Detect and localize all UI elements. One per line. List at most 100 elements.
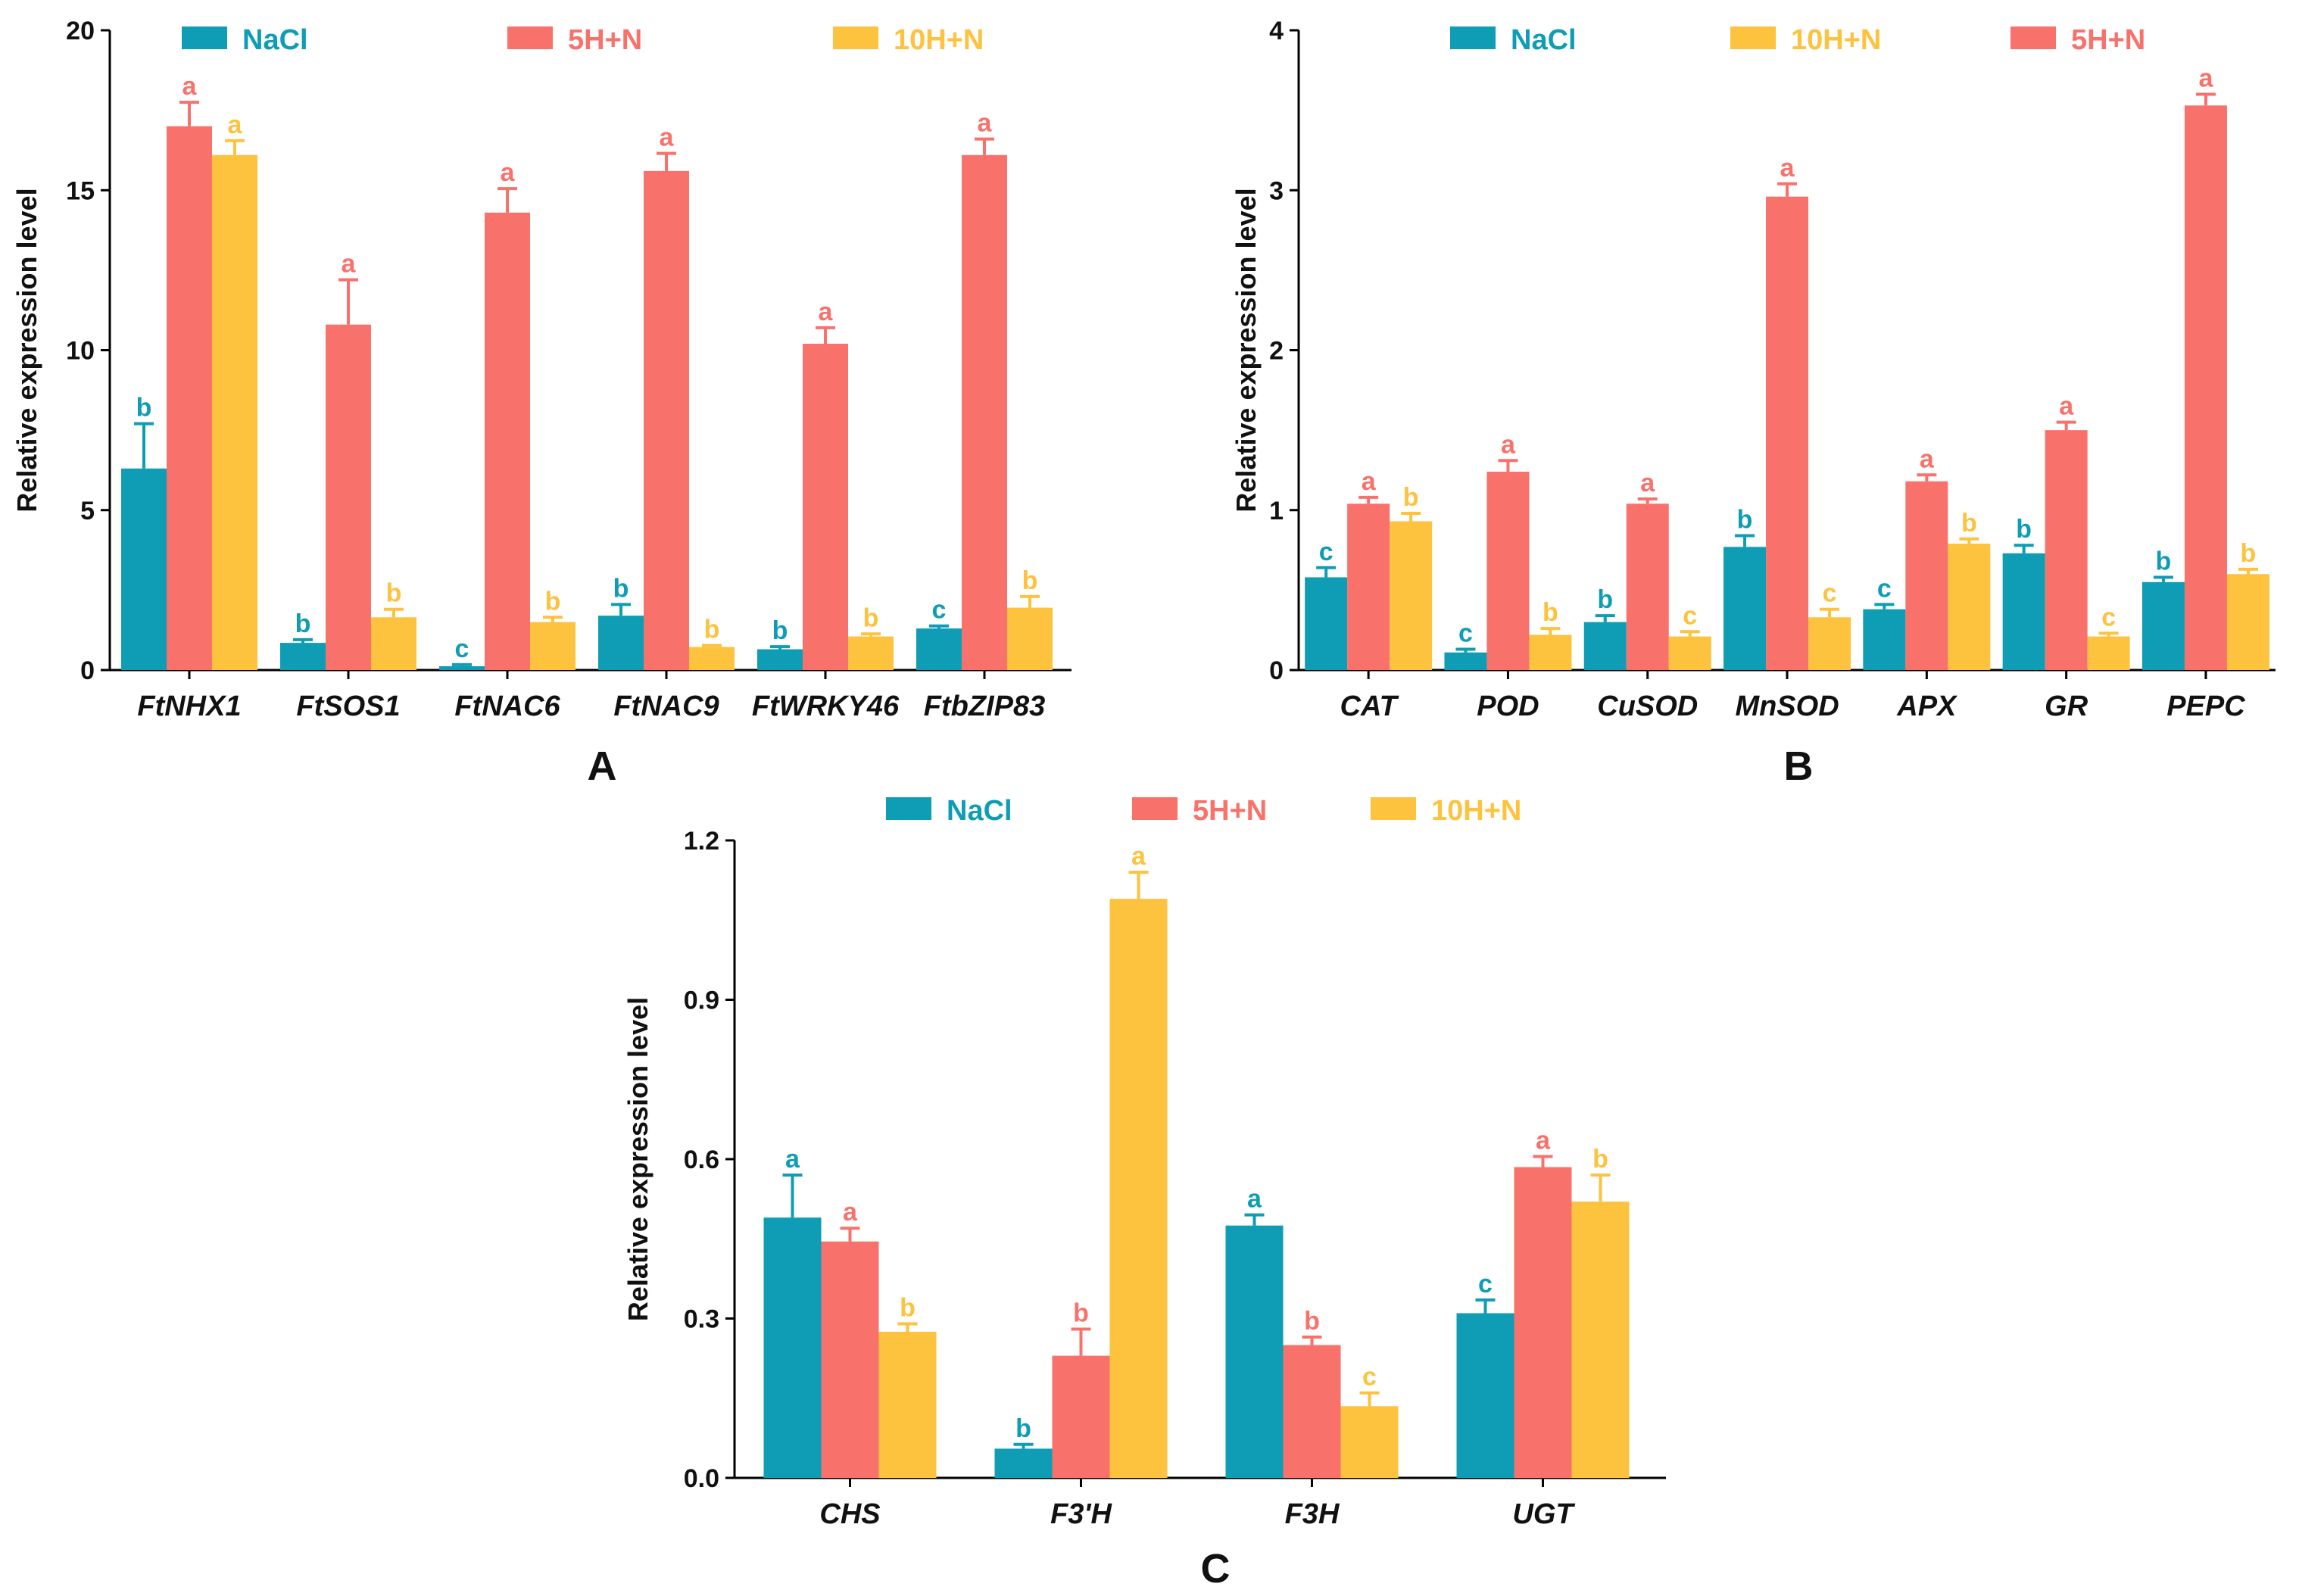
significance-letter: b xyxy=(900,1294,916,1323)
bar xyxy=(326,324,371,670)
y-axis-label: Relative expression level xyxy=(622,997,654,1321)
legend-entry: 5H+N xyxy=(1193,795,1267,827)
x-tick-label: F3'H xyxy=(1050,1498,1112,1530)
bar xyxy=(1571,1202,1630,1478)
significance-letter: a xyxy=(1640,469,1655,497)
significance-letter: b xyxy=(1015,1414,1031,1443)
bar xyxy=(1340,1406,1399,1478)
y-tick-label: 0.9 xyxy=(684,987,719,1015)
panel-label: C xyxy=(1201,1546,1231,1591)
significance-letter: b xyxy=(1592,1145,1608,1174)
y-axis-label: Relative expression level xyxy=(1231,188,1262,512)
bar xyxy=(803,344,848,670)
x-tick-label: CHS xyxy=(819,1498,880,1530)
bar xyxy=(821,1241,879,1478)
bar xyxy=(1514,1167,1572,1478)
legend-entry: 10H+N xyxy=(1791,24,1881,56)
significance-letter: b xyxy=(1022,566,1038,595)
significance-letter: b xyxy=(136,394,152,422)
panel-label: B xyxy=(1784,743,1814,789)
significance-letter: a xyxy=(342,250,357,279)
bar xyxy=(1766,196,1809,670)
significance-letter: b xyxy=(704,615,720,644)
bar xyxy=(212,154,257,670)
legend-entry: 10H+N xyxy=(1431,795,1521,827)
bar xyxy=(878,1332,937,1478)
legend-entry: NaCl xyxy=(947,795,1012,827)
significance-letter: c xyxy=(1683,601,1697,630)
significance-letter: c xyxy=(2101,603,2116,631)
legend-entry: 10H+N xyxy=(894,24,984,56)
significance-letter: b xyxy=(863,603,879,632)
x-tick-label: GR xyxy=(2045,690,2088,722)
bar xyxy=(1626,503,1669,670)
legend-entry: NaCl xyxy=(1511,24,1577,56)
bar xyxy=(2002,553,2045,670)
x-tick-label: MnSOD xyxy=(1735,690,1839,722)
panel-c: 0.0 0.3 0.6 0.9 1.2 Relative expression level… xyxy=(622,795,1666,1591)
significance-letter: c xyxy=(1319,538,1334,566)
bar xyxy=(2184,105,2227,671)
significance-letter: c xyxy=(1362,1363,1377,1392)
significance-letter: c xyxy=(1877,574,1892,603)
y-tick-label: 1 xyxy=(1269,497,1284,525)
bar xyxy=(1723,547,1767,670)
y-tick-label: 2 xyxy=(1269,337,1284,366)
bar xyxy=(1052,1355,1110,1478)
bar xyxy=(530,622,576,670)
y-tick-label: 0 xyxy=(80,656,95,685)
significance-letter: b xyxy=(1961,509,1977,538)
significance-letter: c xyxy=(1823,579,1837,608)
significance-letter: b xyxy=(2241,539,2257,568)
x-tick-label: FtNHX1 xyxy=(137,690,241,722)
significance-letter: a xyxy=(1780,154,1795,182)
significance-letter: c xyxy=(1478,1270,1493,1298)
bar xyxy=(1283,1345,1341,1478)
significance-letter: a xyxy=(2198,64,2213,93)
bar xyxy=(763,1217,822,1478)
significance-letter: b xyxy=(1737,506,1753,535)
significance-letter: b xyxy=(1403,483,1419,512)
x-tick-label: APX xyxy=(1896,690,1958,722)
y-tick-label: 20 xyxy=(66,17,95,45)
bar xyxy=(121,468,167,670)
bar xyxy=(371,617,416,670)
bar xyxy=(598,616,644,670)
bar xyxy=(1225,1225,1284,1478)
bar xyxy=(1583,622,1627,670)
significance-letter: b xyxy=(772,616,788,645)
significance-letter: a xyxy=(182,72,198,101)
legend-swatch xyxy=(182,26,227,49)
x-tick-label: PEPC xyxy=(2166,690,2245,722)
y-axis-label: Relative expression level xyxy=(11,188,42,512)
x-tick-label: UGT xyxy=(1512,1498,1575,1530)
significance-letter: a xyxy=(785,1145,800,1174)
panel-a: 0 5 10 15 20 Relative expression level b a a FtNH… xyxy=(11,17,1072,789)
significance-letter: a xyxy=(228,111,243,139)
bar xyxy=(2226,574,2269,670)
x-tick-label: FtWRKY46 xyxy=(752,690,900,722)
significance-letter: a xyxy=(978,109,993,138)
y-tick-label: 5 xyxy=(80,497,95,525)
bar xyxy=(1444,652,1487,670)
bar xyxy=(2141,581,2185,670)
significance-letter: a xyxy=(660,123,675,152)
bar xyxy=(962,154,1007,670)
significance-letter: a xyxy=(2059,392,2074,421)
x-tick-label: F3H xyxy=(1285,1498,1340,1530)
bar xyxy=(848,636,894,670)
legend-swatch xyxy=(1371,797,1416,820)
legend-swatch xyxy=(1132,797,1178,820)
x-tick-label: FtNAC9 xyxy=(613,690,719,722)
legend-swatch xyxy=(833,26,878,49)
bar xyxy=(1305,577,1348,670)
legend-entry: 5H+N xyxy=(2071,24,2145,56)
significance-letter: b xyxy=(1073,1299,1089,1328)
significance-letter: a xyxy=(819,298,834,326)
significance-letter: b xyxy=(1597,585,1613,614)
y-tick-label: 0.0 xyxy=(684,1464,719,1493)
bar xyxy=(916,628,962,670)
bar xyxy=(757,649,803,670)
bar xyxy=(1529,634,1572,670)
